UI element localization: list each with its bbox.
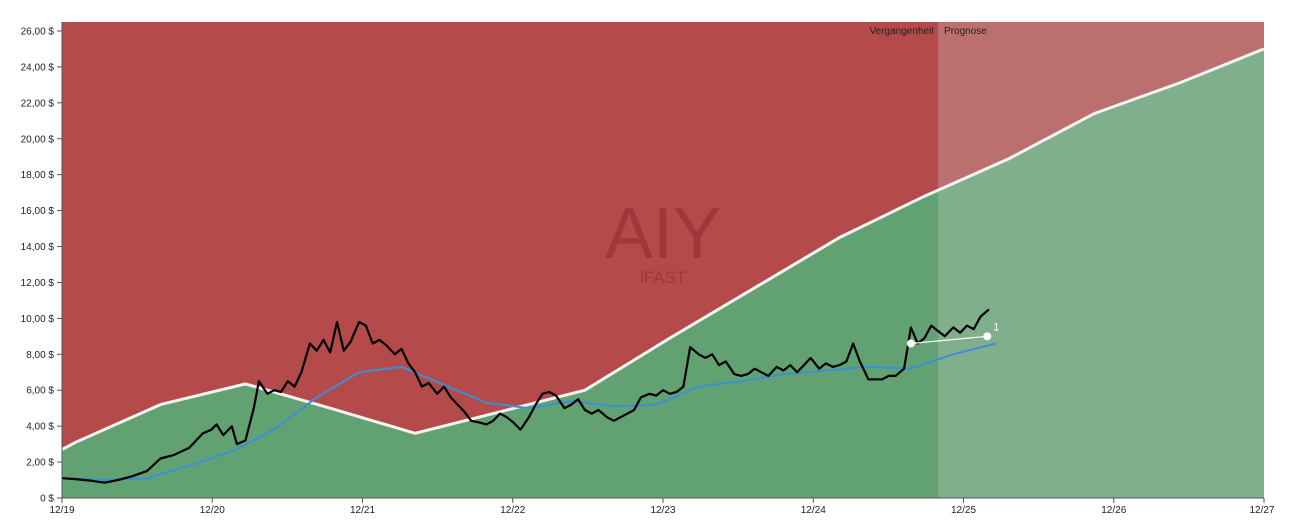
y-tick-label: 26,00 $ [21, 26, 55, 37]
y-tick-label: 22,00 $ [21, 98, 55, 109]
target-point-1 [906, 339, 915, 348]
y-tick-label: 4,00 $ [26, 422, 54, 433]
y-tick-label: 6,00 $ [26, 386, 54, 397]
plot-area: AIY iFAST 1 [62, 22, 1264, 498]
label-prognose: Prognose [944, 26, 987, 37]
y-tick-label: 20,00 $ [21, 134, 55, 145]
y-tick-label: 16,00 $ [21, 206, 55, 217]
forecast-zone [938, 22, 1264, 498]
y-tick-label: 10,00 $ [21, 314, 55, 325]
x-tick-label: 12/21 [350, 505, 375, 516]
watermark-ticker: AIY [605, 194, 721, 274]
target-label: 1 [993, 321, 999, 333]
lines-layer: 1 [62, 47, 1264, 484]
undervalued-zone [62, 48, 1264, 498]
y-tick-label: 8,00 $ [26, 350, 54, 361]
y-tick-label: 14,00 $ [21, 242, 55, 253]
watermark-company-name: iFAST [640, 268, 686, 287]
x-tick-label: 12/24 [801, 505, 826, 516]
x-axis: 12/19 12/20 12/21 12/22 12/23 12/24 12/25 12/26… [49, 497, 1275, 516]
price-line [62, 308, 990, 484]
x-tick-label: 12/20 [200, 505, 225, 516]
x-tick-label: 12/25 [951, 505, 976, 516]
x-tick-label: 12/27 [1249, 505, 1274, 516]
target-line [910, 335, 988, 345]
moving-average-line [62, 342, 997, 482]
y-tick-label: 18,00 $ [21, 170, 55, 181]
y-tick-label: 12,00 $ [21, 278, 55, 289]
y-tick-label: 2,00 $ [26, 458, 54, 469]
x-tick-label: 12/22 [500, 505, 525, 516]
x-tick-label: 12/26 [1101, 505, 1126, 516]
x-tick-label: 12/19 [49, 505, 74, 516]
fair-value-line [62, 47, 1264, 451]
x-tick-label: 12/23 [650, 505, 675, 516]
label-vergangenheit: Vergangenheit [870, 26, 935, 37]
y-axis: 0 $ 2,00 $ 4,00 $ 6,00 $ 8,00 $ 10,00 $ 12,00 … [21, 22, 63, 505]
target-point-2 [983, 332, 992, 341]
y-tick-label: 0 $ [40, 494, 54, 505]
y-tick-label: 24,00 $ [21, 62, 55, 73]
